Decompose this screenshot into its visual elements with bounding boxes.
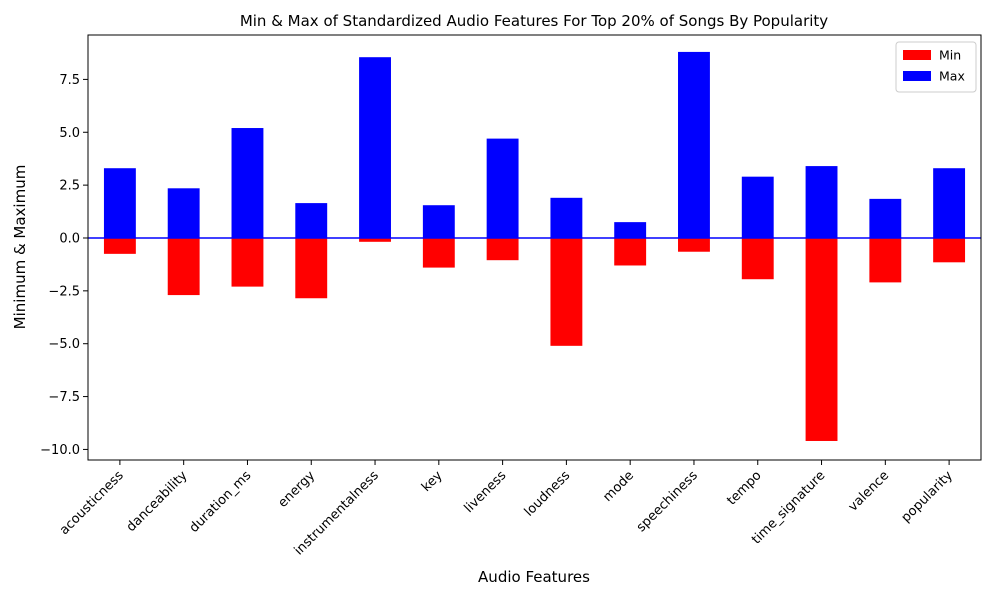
bar-min-energy <box>295 237 328 299</box>
bar-max-tempo <box>741 176 774 238</box>
bar-min-acousticness <box>103 237 136 254</box>
plot-frame <box>87 34 982 461</box>
chart-title: Min & Max of Standardized Audio Features… <box>240 12 828 30</box>
x-tick-label-liveness: liveness <box>462 468 510 516</box>
bar-min-time_signature <box>805 237 838 441</box>
bar-min-valence <box>869 237 902 283</box>
y-axis: −10.0 −7.5 −5.0 −2.5 0.0 2.5 5.0 7.5 <box>40 73 88 458</box>
y-axis-label: Minimum & Maximum <box>11 165 29 330</box>
x-tick-label-danceability: danceability <box>124 468 191 535</box>
bar-min-instrumentalness <box>359 237 391 242</box>
bar-min-tempo <box>741 237 774 280</box>
bar-min-danceability <box>167 237 200 296</box>
bar-max-mode <box>614 222 647 238</box>
bar-max-popularity <box>933 168 966 238</box>
x-tick-label-tempo: tempo <box>724 468 764 508</box>
x-tick-label-acousticness: acousticness <box>57 468 127 538</box>
y-tick-label: 5.0 <box>59 126 80 141</box>
bar-max-instrumentalness <box>359 57 391 238</box>
legend-label-min: Min <box>939 48 961 63</box>
bar-max-speechiness <box>678 51 710 238</box>
bar-max-time_signature <box>805 166 838 238</box>
y-tick-label: −10.0 <box>40 443 80 458</box>
x-axis-label: Audio Features <box>478 568 590 586</box>
bar-max-loudness <box>550 197 583 238</box>
legend-box <box>895 41 977 93</box>
y-tick-label: 7.5 <box>59 73 80 88</box>
bar-min-speechiness <box>678 237 710 252</box>
bar-max-duration_ms <box>231 128 264 238</box>
y-tick-label: −7.5 <box>48 390 80 405</box>
bar-max-liveness <box>486 138 519 238</box>
bar-max-valence <box>869 198 902 238</box>
legend-swatch-min <box>903 50 931 60</box>
x-tick-label-loudness: loudness <box>522 468 574 520</box>
y-tick-label: −2.5 <box>48 284 80 299</box>
bar-min-mode <box>614 237 647 266</box>
y-tick-label: −5.0 <box>48 337 80 352</box>
y-tick-label: 2.5 <box>59 179 80 194</box>
x-tick-label-popularity: popularity <box>899 468 957 526</box>
bar-min-loudness <box>550 237 583 346</box>
bar-max-key <box>422 205 455 238</box>
bar-min-key <box>422 237 455 268</box>
bar-min-duration_ms <box>231 237 264 287</box>
plot-area <box>87 34 982 461</box>
bar-max-danceability <box>167 188 200 238</box>
legend-label-max: Max <box>939 69 965 84</box>
legend: Min Max <box>895 41 977 93</box>
x-tick-label-speechiness: speechiness <box>634 468 701 535</box>
x-tick-label-valence: valence <box>846 468 892 514</box>
x-tick-label-mode: mode <box>600 468 637 505</box>
x-tick-label-energy: energy <box>275 468 318 511</box>
y-tick-label: 0.0 <box>59 231 80 246</box>
x-tick-label-key: key <box>419 468 446 495</box>
bar-min-popularity <box>933 237 966 263</box>
bar-min-liveness <box>486 237 519 261</box>
legend-swatch-max <box>903 71 931 81</box>
bar-max-energy <box>295 203 328 238</box>
x-tick-label-duration_ms: duration_ms <box>187 468 255 536</box>
bar-max-acousticness <box>103 168 136 238</box>
